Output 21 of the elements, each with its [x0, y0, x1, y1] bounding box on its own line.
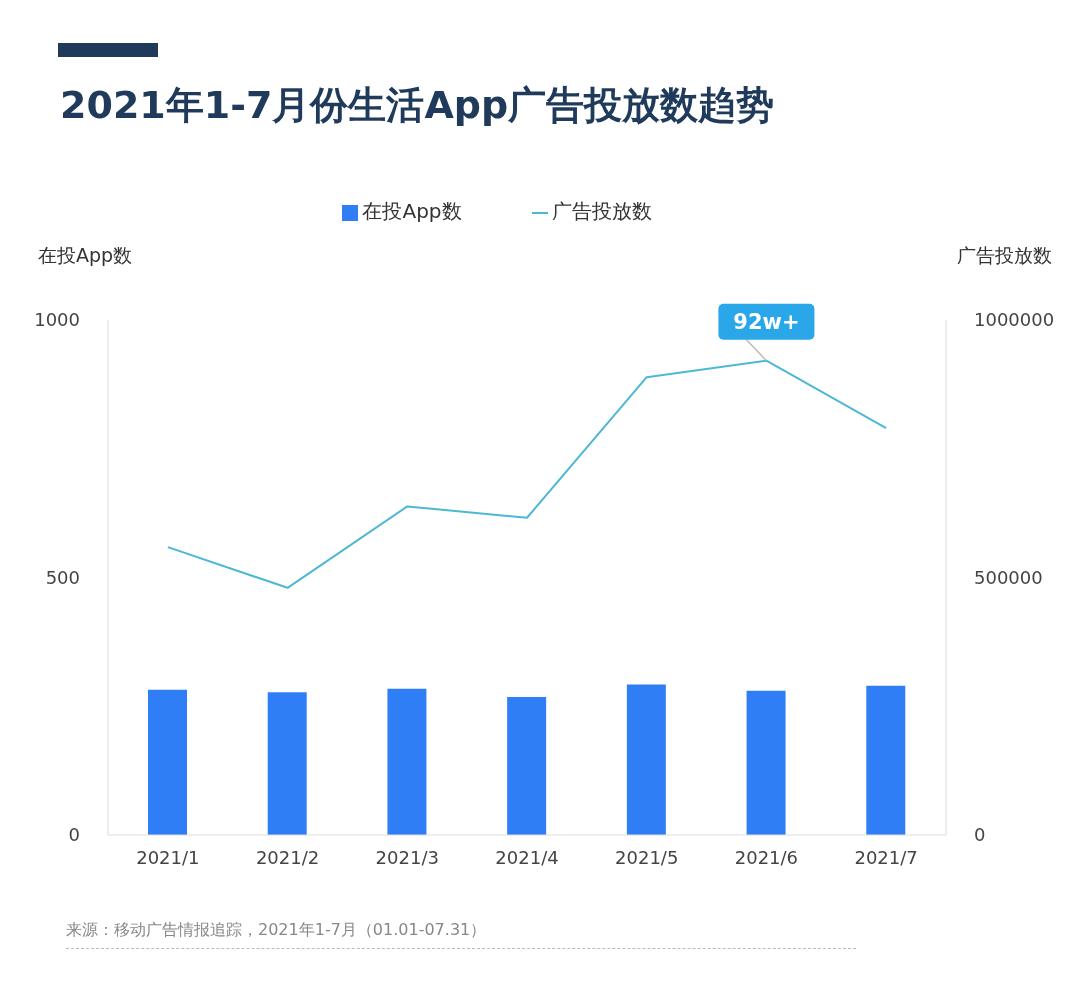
- x-tick-label: 2021/4: [495, 846, 559, 868]
- line-series: [166, 359, 888, 589]
- y2-axis-title: 广告投放数: [957, 243, 1052, 268]
- x-tick-label: 2021/5: [615, 846, 679, 868]
- legend-label: 在投App数: [362, 199, 462, 223]
- x-tick-label: 2021/3: [375, 846, 439, 868]
- y2-tick-label: 500000: [974, 566, 1043, 588]
- y2-tick-label: 1000000: [974, 309, 1055, 331]
- y-axis-title: 在投App数: [38, 243, 133, 268]
- x-tick-label: 2021/6: [734, 846, 799, 868]
- source-note: 来源：移动广告情报追踪，2021年1-7月（01.01-07.31）: [66, 920, 487, 941]
- y-tick-label: 1000: [34, 309, 80, 331]
- annotation: 92w+: [733, 309, 800, 334]
- chart-title: 2021年1-7月份生活App广告投放数趋势: [60, 82, 775, 129]
- y-tick-label: 500: [45, 566, 80, 588]
- y2-tick-label: 0: [974, 824, 986, 846]
- x-tick-label: 2021/7: [854, 846, 918, 868]
- y-tick-label: 0: [68, 824, 80, 846]
- x-tick-label: 2021/1: [136, 846, 200, 868]
- x-tick-label: 2021/2: [255, 846, 320, 868]
- legend-label: 广告投放数: [551, 199, 652, 223]
